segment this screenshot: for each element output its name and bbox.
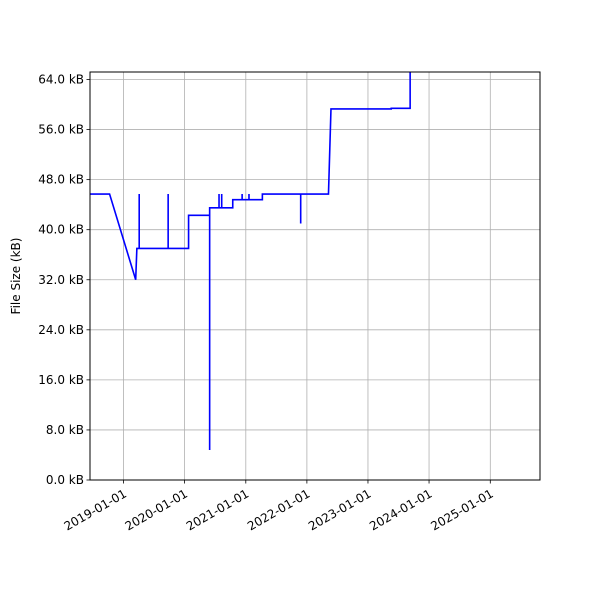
series-line bbox=[90, 72, 411, 450]
plot-area-background bbox=[90, 72, 540, 480]
grid bbox=[90, 72, 540, 481]
y-tick-label: 8.0 kB bbox=[46, 423, 84, 437]
y-tick-label: 48.0 kB bbox=[38, 173, 84, 187]
y-tick-label: 64.0 kB bbox=[38, 73, 84, 87]
y-tick-label: 16.0 kB bbox=[38, 373, 84, 387]
y-tick-label: 56.0 kB bbox=[38, 123, 84, 137]
y-tick-label: 0.0 kB bbox=[46, 473, 84, 487]
series-layer bbox=[90, 72, 411, 450]
y-tick-label: 24.0 kB bbox=[38, 323, 84, 337]
y-tick-label: 32.0 kB bbox=[38, 273, 84, 287]
plot-frame bbox=[89, 71, 541, 481]
y-axis-label: File Size (kB) bbox=[9, 238, 23, 315]
y-tick-label: 40.0 kB bbox=[38, 223, 84, 237]
